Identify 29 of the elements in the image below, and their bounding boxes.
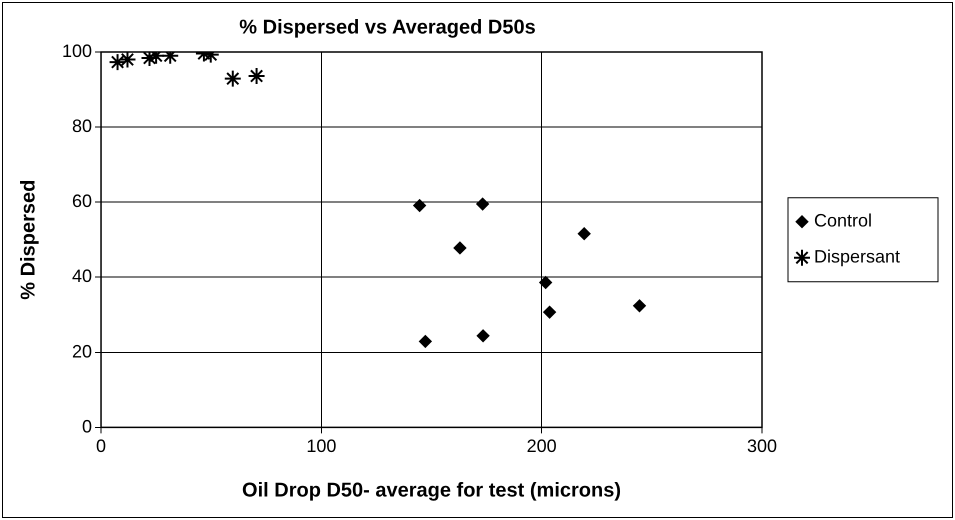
legend-label: Control: [814, 210, 872, 231]
point: [633, 299, 646, 312]
y-tick-label: 40: [72, 266, 92, 286]
point: [578, 227, 591, 240]
point: [108, 53, 127, 72]
x-tick-label: 100: [306, 436, 336, 456]
x-axis-title: Oil Drop D50- average for test (microns): [242, 480, 622, 502]
y-tick-label: 80: [72, 116, 92, 136]
legend-label: Dispersant: [814, 246, 900, 267]
point: [140, 52, 159, 68]
point: [224, 70, 242, 88]
point: [476, 198, 490, 211]
point: [418, 334, 432, 348]
y-tick-label: 60: [72, 191, 92, 212]
y-tick-label: 0: [82, 416, 92, 436]
point: [539, 276, 552, 289]
x-tick-label: 200: [526, 436, 557, 456]
point: [476, 329, 490, 342]
x-tick-label: 0: [96, 436, 106, 456]
chart-title: % Dispersed vs Averaged D50s: [239, 16, 536, 39]
point: [543, 306, 556, 319]
y-tick-label: 100: [62, 40, 92, 61]
y-tick-label: 20: [72, 341, 92, 362]
point: [413, 199, 426, 212]
point: [453, 241, 466, 254]
x-tick-label: 300: [746, 436, 778, 456]
y-axis-title: % Dispersed: [18, 180, 40, 300]
point: [118, 52, 136, 69]
point: [248, 67, 266, 86]
